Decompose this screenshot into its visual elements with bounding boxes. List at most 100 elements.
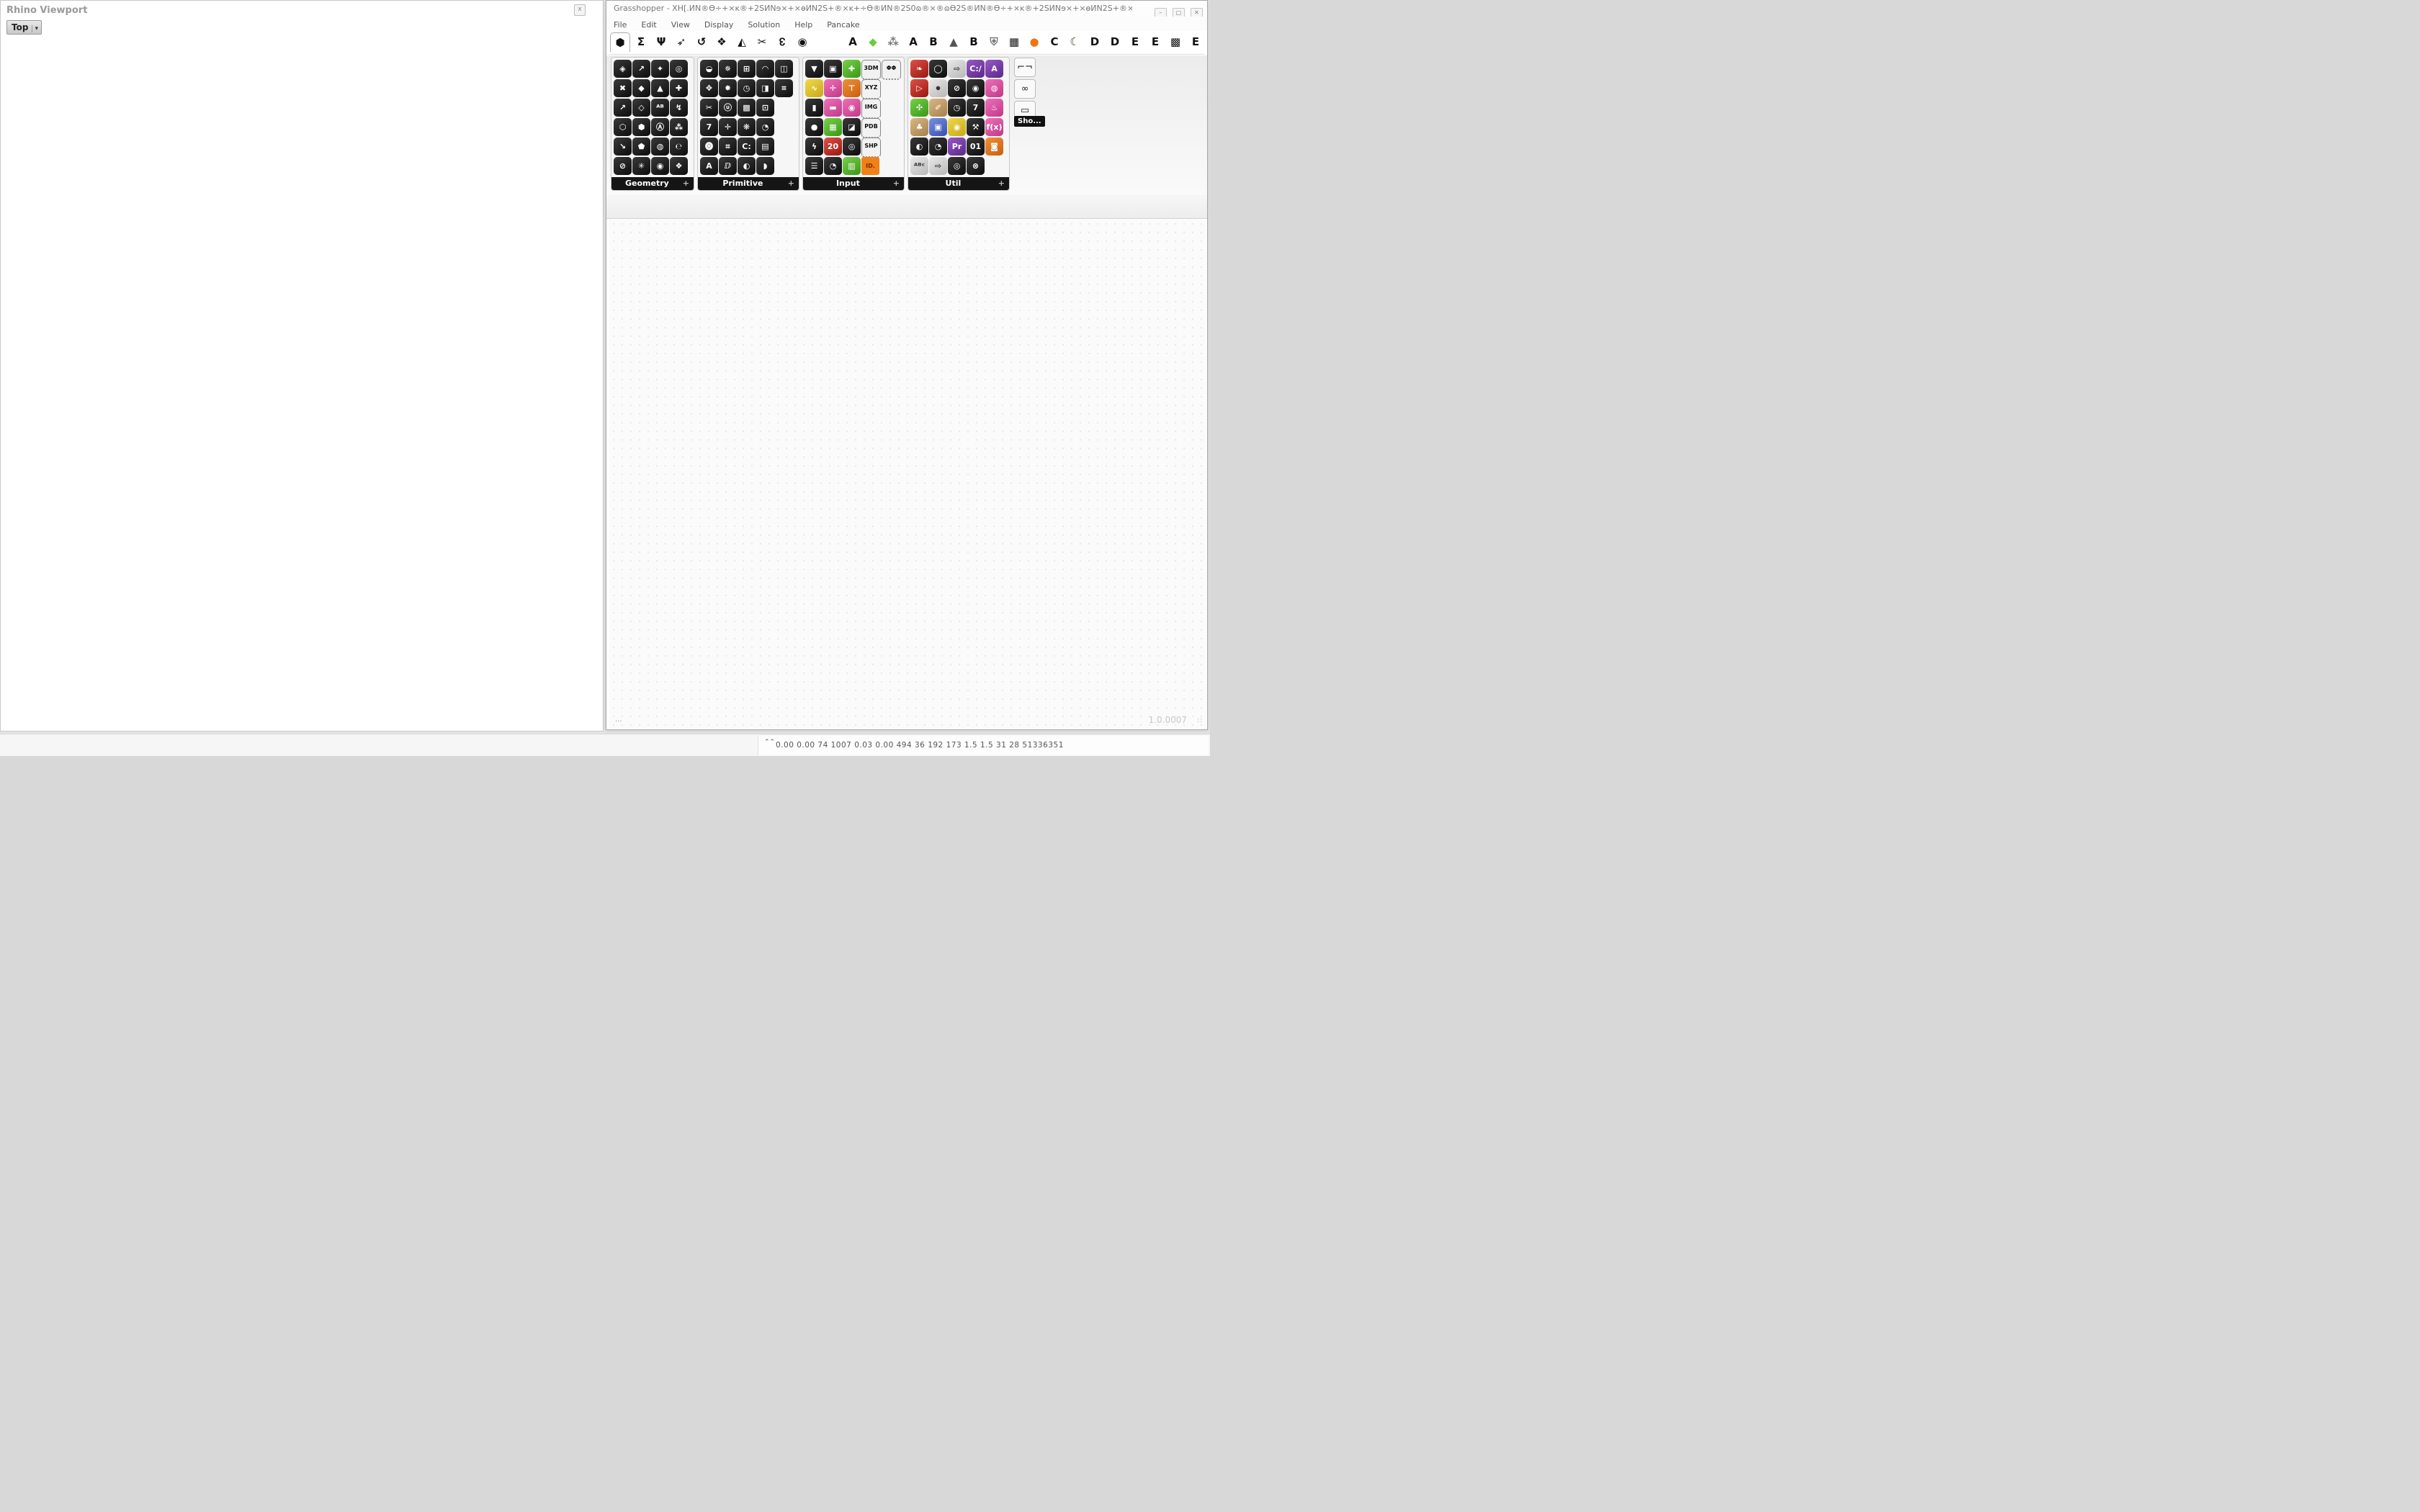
expand-icon[interactable]: +	[682, 179, 689, 188]
gh-tab-11[interactable]: A	[848, 35, 857, 48]
menu-pancake[interactable]: Pancake	[827, 20, 860, 30]
palette-component-icon[interactable]: ❋	[738, 118, 756, 136]
gh-tab-12[interactable]: ◆	[869, 35, 877, 48]
gh-tab-21[interactable]: C	[1050, 35, 1059, 48]
palette-component-icon[interactable]: ✦	[651, 60, 669, 78]
palette-component-icon[interactable]: ⊘	[948, 79, 966, 97]
palette-component-icon[interactable]: ◍	[985, 79, 1003, 97]
expand-icon[interactable]: +	[787, 179, 794, 188]
palette-component-icon[interactable]: ▣	[824, 60, 842, 78]
palette-component-icon[interactable]: ⬡	[614, 118, 632, 136]
definition-canvas[interactable]: ... 1.0.0007 ∷	[609, 220, 1206, 728]
palette-component-icon[interactable]: ▩	[738, 99, 756, 117]
gh-tab-23[interactable]: D	[1090, 35, 1100, 48]
palette-component-icon[interactable]: ◔	[929, 138, 947, 156]
palette-component-icon[interactable]: ᴬᴮ	[651, 99, 669, 117]
palette-component-icon[interactable]: ▦	[824, 118, 842, 136]
gh-tab-6[interactable]: ◭	[738, 35, 746, 48]
palette-component-icon[interactable]: ∿	[805, 79, 823, 97]
palette-component-icon[interactable]: ◎	[948, 157, 966, 175]
palette-component-icon[interactable]: ⊗	[967, 157, 985, 175]
palette-component-icon[interactable]: ⊞	[738, 60, 756, 78]
palette-component-icon[interactable]: ◪	[843, 118, 861, 136]
palette-component-icon[interactable]: ✣	[910, 99, 928, 117]
menu-view[interactable]: View	[671, 20, 690, 30]
palette-component-icon[interactable]: ✚	[843, 60, 861, 78]
palette-component-icon[interactable]: ⬢	[632, 118, 650, 136]
rhino-viewport-canvas[interactable]	[1, 1, 604, 732]
palette-component-icon[interactable]: ✚	[670, 79, 688, 97]
close-icon[interactable]: x	[574, 4, 586, 16]
palette-component-icon[interactable]: Ⓐ	[651, 118, 669, 136]
palette-component-icon[interactable]: ✳	[632, 157, 650, 175]
palette-component-icon[interactable]: ◎	[843, 138, 861, 156]
grasshopper-titlebar[interactable]: Grasshopper - XH[.ИN®Ɵ÷+×ĸ®+2SИNɘ×+×ɵИN2…	[606, 1, 1207, 19]
palette-component-icon[interactable]: ◉	[843, 99, 861, 117]
palette-component-icon[interactable]: 7	[700, 118, 718, 136]
palette-component-icon[interactable]: ✥	[700, 79, 718, 97]
palette-component-icon[interactable]: ◐	[910, 138, 928, 156]
palette-component-icon[interactable]: ⊤	[843, 79, 861, 97]
palette-component-icon[interactable]: ⬟	[632, 138, 650, 156]
resize-grip[interactable]: ∷	[1197, 717, 1203, 725]
palette-component-icon[interactable]: IMG	[861, 99, 881, 119]
palette-component-icon[interactable]: A	[700, 157, 718, 175]
palette-component-icon[interactable]: ◍	[651, 138, 669, 156]
palette-component-icon[interactable]: ⇨	[929, 157, 947, 175]
palette-component-icon[interactable]: ✖	[614, 79, 632, 97]
chevron-down-icon[interactable]: ▾	[32, 25, 38, 32]
palette-component-icon[interactable]: ID.	[861, 157, 879, 175]
palette-component-icon[interactable]: ⊡	[756, 99, 774, 117]
palette-component-icon[interactable]: ⓤ	[719, 99, 737, 117]
palette-component-icon[interactable]: ❖	[670, 157, 688, 175]
palette-component-icon[interactable]: ◯	[929, 60, 947, 78]
palette-component-icon[interactable]: ▼	[805, 60, 823, 78]
palette-component-icon[interactable]: ◔	[756, 118, 774, 136]
menu-display[interactable]: Display	[704, 20, 734, 30]
palette-component-icon[interactable]: ▲	[651, 79, 669, 97]
gh-tab-3[interactable]: ➶	[676, 35, 686, 48]
palette-component-icon[interactable]: C:	[738, 138, 756, 156]
palette-component-icon[interactable]: ◷	[948, 99, 966, 117]
palette-component-icon[interactable]: 3DM	[861, 60, 881, 80]
viewport-tab-top[interactable]: Top ▾	[6, 20, 42, 35]
palette-component-icon[interactable]: ♣	[910, 118, 928, 136]
gh-tab-8[interactable]: ↋	[779, 35, 786, 48]
palette-component-icon[interactable]: XYZ	[861, 79, 881, 99]
expand-icon[interactable]: +	[892, 179, 900, 188]
palette-component-icon[interactable]: 01	[967, 138, 985, 156]
palette-component-icon[interactable]: ◉	[967, 79, 985, 97]
palette-component-icon[interactable]: ◐	[738, 157, 756, 175]
palette-component-icon[interactable]: ⊘	[614, 157, 632, 175]
palette-group-label[interactable]: Input +	[803, 177, 904, 190]
gh-tab-9[interactable]: ◉	[797, 35, 807, 48]
palette-component-icon[interactable]: A	[985, 60, 1003, 78]
gh-tab-5[interactable]: ❖	[717, 35, 727, 48]
palette-group-label[interactable]: Geometry +	[611, 177, 694, 190]
palette-component-icon[interactable]: ⏺	[929, 79, 947, 97]
palette-component-icon[interactable]: ◉	[948, 118, 966, 136]
palette-component-icon[interactable]: ◆	[632, 79, 650, 97]
expand-icon[interactable]: +	[998, 179, 1005, 188]
palette-component-icon[interactable]: f(x)	[985, 118, 1003, 136]
palette-component-icon[interactable]: ↗	[632, 60, 650, 78]
gh-tab-28[interactable]: E	[1191, 35, 1200, 48]
palette-component-icon[interactable]: ▣	[929, 118, 947, 136]
palette-component-icon[interactable]: 20	[824, 138, 842, 156]
palette-component-icon[interactable]: ✸	[719, 79, 737, 97]
palette-component-icon[interactable]: ▥	[843, 157, 861, 175]
gh-tab-15[interactable]: B	[929, 35, 938, 48]
palette-component-icon[interactable]: ✂	[700, 99, 718, 117]
palette-component-icon[interactable]: ↯	[670, 99, 688, 117]
gh-tab-16[interactable]: ▲	[949, 35, 958, 48]
gh-tab-18[interactable]: ⛨	[990, 35, 998, 48]
gh-tab-14[interactable]: A	[909, 35, 918, 48]
palette-component-icon[interactable]: ⇨	[948, 60, 966, 78]
overflow-icon-1[interactable]: ∞	[1014, 79, 1036, 99]
palette-component-icon[interactable]: ◗	[756, 157, 774, 175]
palette-component-icon[interactable]: ΦΦ	[882, 60, 901, 80]
palette-component-icon[interactable]: ✛	[719, 118, 737, 136]
palette-component-icon[interactable]: ◙	[985, 138, 1003, 156]
menu-edit[interactable]: Edit	[641, 20, 657, 30]
gh-tab-2[interactable]: Ψ	[656, 35, 666, 48]
